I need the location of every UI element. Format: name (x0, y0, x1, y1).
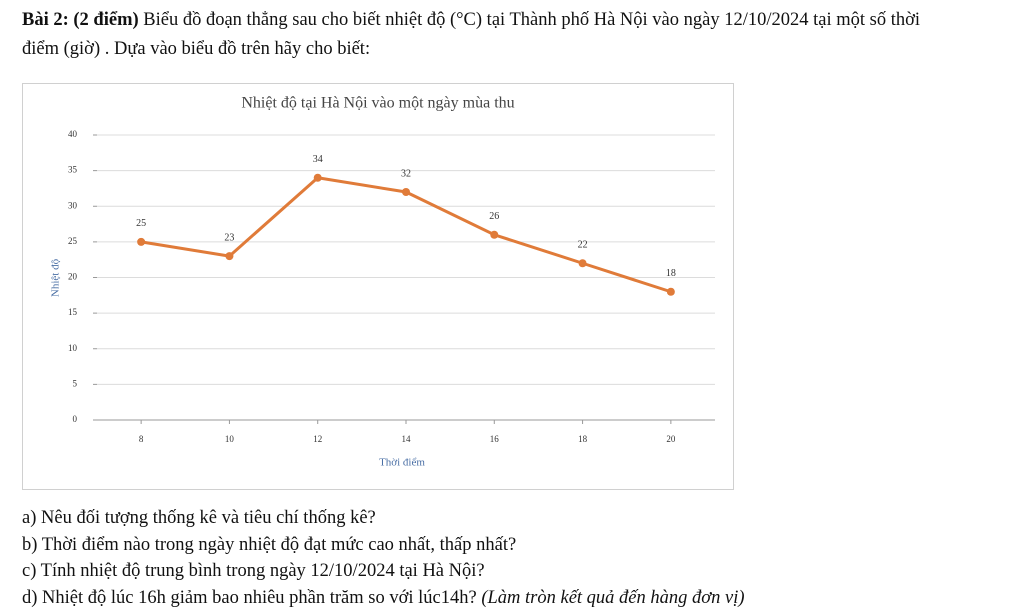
data-label: 25 (136, 218, 146, 229)
y-tick-label: 35 (68, 165, 78, 175)
point (578, 259, 587, 268)
problem-label: Bài 2: (2 điểm) (22, 10, 139, 30)
x-tick-label: 8 (139, 434, 144, 444)
x-tick-label: 18 (578, 434, 588, 444)
x-tick-label: 20 (666, 434, 676, 444)
problem-text: Biểu đồ đoạn thẳng sau cho biết nhiệt độ… (22, 10, 921, 59)
x-axis-label: Thời điểm (379, 457, 425, 469)
question: a) Nêu đối tượng thống kê và tiêu chí th… (22, 508, 376, 528)
data-label: 32 (401, 168, 411, 179)
x-tick-label: 10 (225, 434, 235, 444)
y-tick-label: 5 (73, 378, 78, 388)
y-tick-label: 10 (68, 343, 78, 353)
y-tick-label: 40 (68, 129, 78, 139)
data-label: 18 (666, 268, 676, 279)
data-label: 22 (578, 240, 588, 251)
point (225, 252, 234, 261)
x-tick-label: 14 (402, 434, 412, 444)
y-tick-label: 20 (68, 272, 78, 282)
point (402, 188, 410, 196)
data-label: 26 (489, 211, 499, 222)
y-tick-label: 25 (68, 236, 78, 246)
point (490, 230, 499, 239)
point (137, 237, 146, 246)
point (313, 173, 322, 182)
question: d) Nhiệt độ lúc 16h giảm bao nhiêu phần … (22, 585, 745, 612)
y-tick-label: 15 (68, 307, 78, 317)
x-tick-label: 16 (490, 434, 500, 444)
question: c) Tính nhiệt độ trung bình trong ngày 1… (22, 561, 485, 581)
chart-title: Nhiệt độ tại Hà Nội vào một ngày mùa thu (241, 95, 514, 112)
chart-frame (22, 83, 734, 490)
chart: Nhiệt độ tại Hà Nội vào một ngày mùa thu… (22, 83, 734, 490)
y-tick-label: 0 (73, 414, 78, 424)
data-label: 34 (313, 154, 323, 165)
data-label: 23 (224, 232, 234, 243)
questions: a) Nêu đối tượng thống kê và tiêu chí th… (22, 505, 745, 611)
problem-statement: Bài 2: (2 điểm) Biểu đồ đoạn thẳng sau c… (22, 6, 952, 64)
question-note: (Làm tròn kết quả đến hàng đơn vị) (481, 587, 745, 608)
x-tick-label: 12 (313, 434, 322, 444)
y-axis-label: Nhiệt độ (50, 258, 62, 297)
point (666, 287, 675, 296)
y-tick-label: 30 (68, 200, 78, 210)
question-text: d) Nhiệt độ lúc 16h giảm bao nhiêu phần … (22, 587, 477, 608)
question: b) Thời điểm nào trong ngày nhiệt độ đạt… (22, 534, 517, 555)
